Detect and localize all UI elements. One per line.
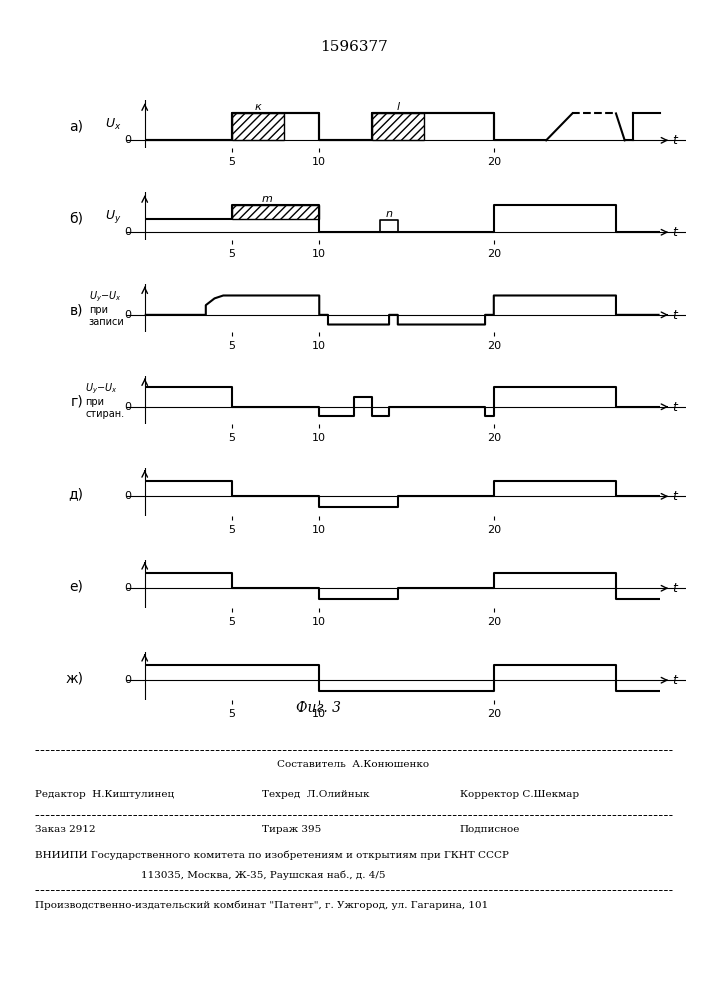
Text: Заказ 2912: Заказ 2912: [35, 825, 96, 834]
Text: 0: 0: [124, 675, 131, 685]
Text: к: к: [255, 102, 262, 112]
Text: t: t: [672, 401, 677, 414]
Text: t: t: [672, 674, 677, 687]
Y-axis label: $U_x$: $U_x$: [105, 117, 122, 132]
Text: 1596377: 1596377: [320, 40, 387, 54]
Text: е): е): [70, 579, 83, 593]
Text: n: n: [385, 209, 392, 219]
Text: 0: 0: [124, 310, 131, 320]
Text: t: t: [672, 134, 677, 147]
Text: 0: 0: [124, 227, 131, 237]
Text: а): а): [69, 120, 83, 134]
Y-axis label: $U_y$: $U_y$: [105, 208, 122, 225]
Text: Редактор  Н.Киштулинец: Редактор Н.Киштулинец: [35, 790, 175, 799]
Text: t: t: [672, 490, 677, 503]
Text: Техред  Л.Олийнык: Техред Л.Олийнык: [262, 790, 369, 799]
Text: 0: 0: [124, 402, 131, 412]
Text: Производственно-издательский комбинат "Патент", г. Ужгород, ул. Гагарина, 101: Производственно-издательский комбинат "П…: [35, 900, 489, 910]
Text: д): д): [69, 487, 83, 501]
Text: ВНИИПИ Государственного комитета по изобретениям и открытиям при ГКНТ СССР: ВНИИПИ Государственного комитета по изоб…: [35, 850, 509, 859]
Text: г): г): [71, 395, 83, 409]
Text: t: t: [672, 309, 677, 322]
Text: 0: 0: [124, 491, 131, 501]
Text: 0: 0: [124, 583, 131, 593]
Text: Корректор С.Шекмар: Корректор С.Шекмар: [460, 790, 578, 799]
Text: ж): ж): [66, 671, 83, 685]
Text: t: t: [672, 226, 677, 239]
Text: 113035, Москва, Ж-35, Раушская наб., д. 4/5: 113035, Москва, Ж-35, Раушская наб., д. …: [141, 870, 386, 880]
Bar: [232, 113, 284, 140]
Text: б): б): [69, 212, 83, 226]
Y-axis label: $U_y$$-$$U_x$
при
стиран.: $U_y$$-$$U_x$ при стиран.: [86, 381, 124, 419]
Text: Фиг. 3: Фиг. 3: [296, 701, 341, 715]
Text: t: t: [672, 582, 677, 595]
Text: l: l: [396, 102, 399, 112]
Text: m: m: [262, 194, 272, 204]
Text: в): в): [70, 303, 83, 317]
Text: Подписное: Подписное: [460, 825, 520, 834]
Y-axis label: $U_y$$-$$U_x$
при
записи: $U_y$$-$$U_x$ при записи: [89, 289, 124, 327]
Text: Тираж 395: Тираж 395: [262, 825, 321, 834]
Text: Составитель  А.Конюшенко: Составитель А.Конюшенко: [277, 760, 430, 769]
Bar: [232, 205, 320, 219]
Text: 0: 0: [124, 135, 131, 145]
Bar: [372, 113, 424, 140]
